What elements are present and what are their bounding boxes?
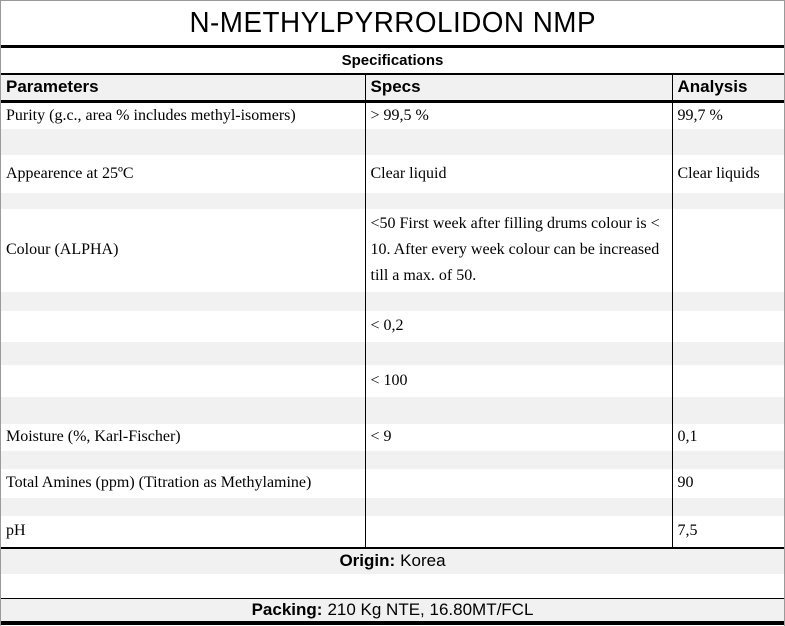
cell-param: Moisture (%, Karl-Fischer) (6, 428, 181, 445)
column-header-specs: Specs (364, 75, 673, 103)
cell-spec (364, 497, 673, 516)
cell-analysis (672, 209, 784, 292)
spacer-row (1, 192, 784, 209)
cell-spec (364, 450, 673, 469)
cell-param: Purity (g.c., area % includes methyl-iso… (6, 106, 296, 124)
origin-label: Origin: (339, 551, 396, 570)
specifications-table: Parameters Specs Analysis Purity (g.c., … (1, 75, 784, 547)
spacer-row (1, 450, 784, 469)
spacer-row (1, 497, 784, 516)
cell-analysis: 7,5 (677, 522, 698, 539)
packing-value: 210 Kg NTE, 16.80MT/FCL (327, 599, 534, 619)
packing-row: Packing: 210 Kg NTE, 16.80MT/FCL (1, 597, 784, 625)
specifications-banner: Specifications (1, 48, 784, 75)
cell-analysis (672, 291, 784, 311)
cell-param: Appearence at 25ºC (6, 164, 134, 182)
cell-analysis: Clear liquids (677, 164, 760, 182)
cell-param (1, 450, 365, 469)
cell-analysis (672, 365, 784, 397)
cell-spec (364, 341, 673, 365)
cell-spec (364, 468, 673, 498)
cell-param (1, 497, 365, 516)
table-row-spec-100: < 100 (1, 364, 784, 397)
column-header-parameters: Parameters (1, 75, 365, 103)
cell-param (1, 192, 365, 209)
cell-spec (364, 396, 673, 424)
cell-analysis (672, 396, 784, 424)
cell-spec (364, 192, 673, 209)
page-title: N-METHYLPYRROLIDON NMP (189, 6, 596, 39)
table-row-spec-02: < 0,2 (1, 310, 784, 342)
origin-row: Origin: Korea (1, 546, 784, 574)
cell-param: Colour (ALPHA) (6, 241, 119, 258)
spacer-row (1, 341, 784, 365)
cell-spec: < 9 (364, 423, 673, 451)
cell-analysis: 90 (677, 474, 694, 491)
table-header-row: Parameters Specs Analysis (1, 75, 784, 103)
cell-param (1, 365, 365, 397)
cell-param (1, 311, 365, 342)
table-row-appearance: Appearence at 25ºC Clear liquid Clear li… (1, 154, 784, 193)
specifications-label: Specifications (341, 52, 444, 69)
spacer-row (1, 291, 784, 311)
cell-analysis (672, 497, 784, 516)
cell-spec: < 100 (364, 364, 673, 397)
spacer-band (1, 573, 784, 598)
cell-analysis (672, 128, 784, 155)
cell-analysis (672, 341, 784, 365)
column-header-analysis: Analysis (672, 75, 784, 103)
cell-spec: > 99,5 % (364, 101, 673, 129)
spacer-row (1, 128, 784, 155)
title-row: N-METHYLPYRROLIDON NMP (1, 1, 784, 48)
table-row-colour: Colour (ALPHA) <50 First week after fill… (1, 208, 784, 292)
cell-param (1, 341, 365, 365)
packing-label: Packing: (251, 599, 323, 619)
cell-spec: <50 First week after filling drums colou… (364, 208, 673, 292)
cell-spec (364, 515, 673, 547)
cell-analysis (672, 450, 784, 469)
cell-param: pH (6, 522, 26, 539)
cell-param (1, 396, 365, 424)
table-row-moisture: Moisture (%, Karl-Fischer) < 9 0,1 (1, 423, 784, 451)
cell-spec (364, 291, 673, 311)
cell-analysis: 99,7 % (677, 106, 723, 124)
table-row-ph: pH 7,5 (1, 515, 784, 547)
table-row-purity: Purity (g.c., area % includes methyl-iso… (1, 101, 784, 129)
cell-param (1, 291, 365, 311)
cell-analysis (672, 311, 784, 342)
cell-spec (364, 128, 673, 155)
cell-analysis: 0,1 (677, 428, 698, 445)
table-row-total-amines: Total Amines (ppm) (Titration as Methyla… (1, 468, 784, 498)
spacer-row (1, 396, 784, 424)
cell-param: Total Amines (ppm) (Titration as Methyla… (6, 474, 312, 491)
origin-value: Korea (400, 551, 446, 570)
cell-param (1, 128, 365, 155)
cell-spec: < 0,2 (364, 310, 673, 342)
cell-analysis (672, 192, 784, 209)
cell-spec: Clear liquid (364, 154, 673, 193)
